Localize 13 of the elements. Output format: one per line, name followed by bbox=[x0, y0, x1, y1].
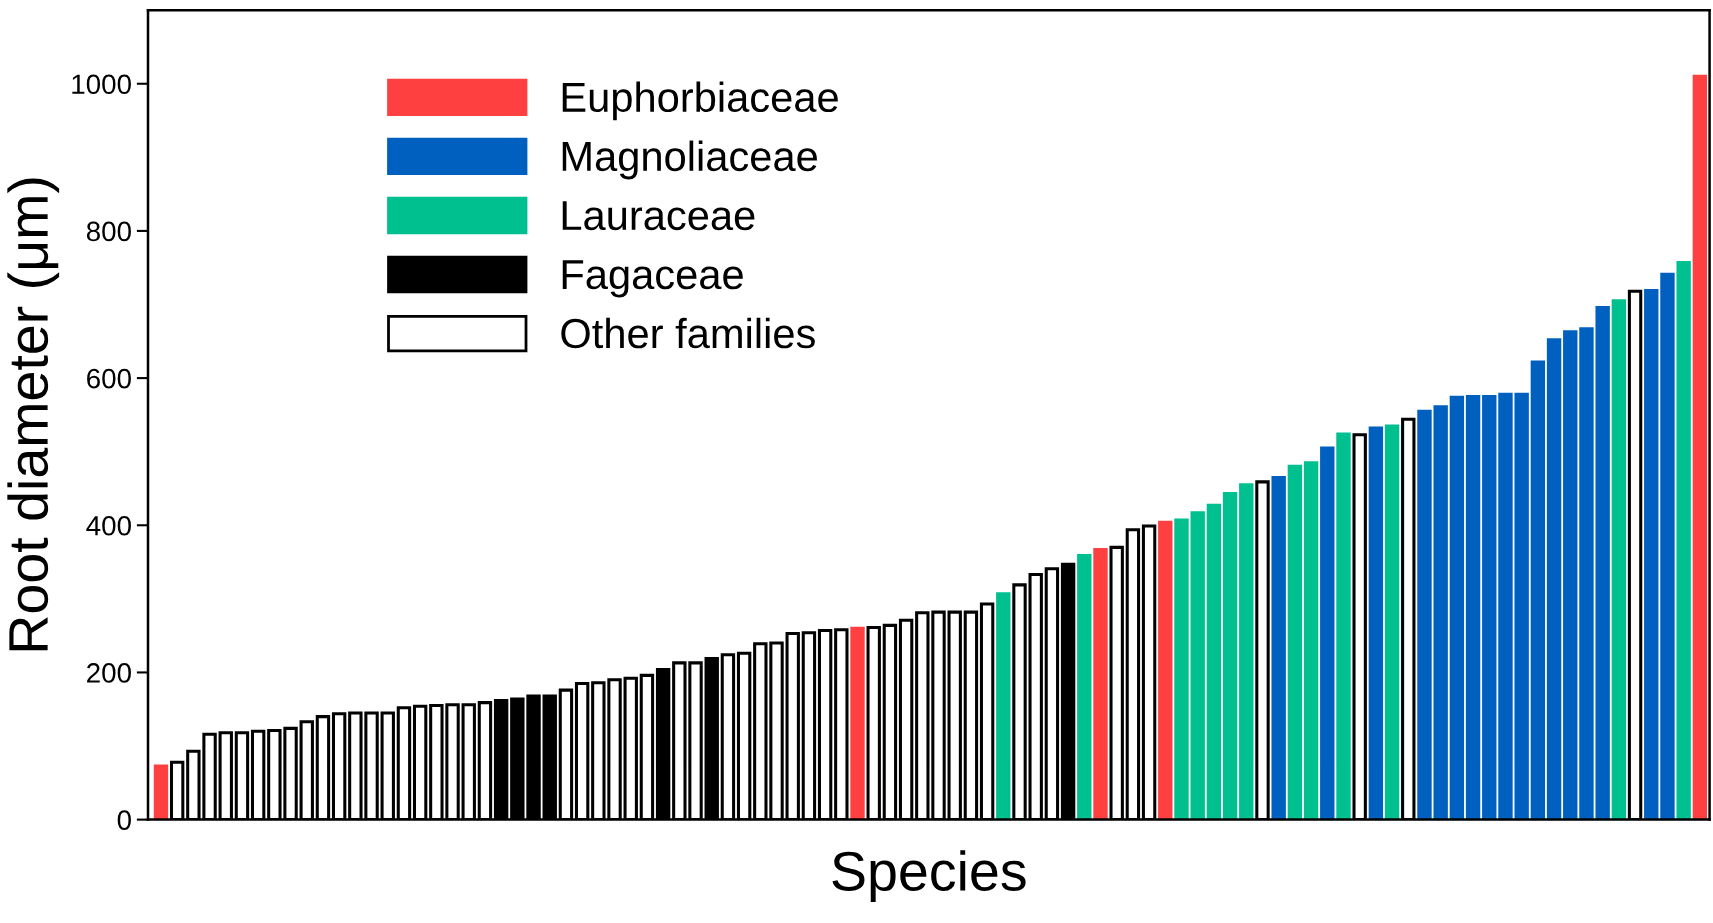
legend-label: Fagaceae bbox=[562, 260, 743, 298]
y-tick-label: 400 bbox=[86, 515, 131, 536]
y-tick-label: 1000 bbox=[72, 74, 131, 95]
y-tick-label: 600 bbox=[87, 368, 131, 389]
legend-label: Euphorbiaceae bbox=[562, 81, 838, 121]
y-axis-title: Root diameter (μm) bbox=[7, 178, 60, 651]
legend-label: Magnoliaceae bbox=[562, 140, 817, 180]
y-tick-label: 800 bbox=[86, 221, 131, 242]
legend-label: Other families bbox=[561, 317, 815, 349]
legend-label: Lauraceae bbox=[562, 201, 755, 231]
y-tick-label: 0 bbox=[117, 810, 131, 830]
y-tick-label: 200 bbox=[87, 663, 131, 683]
x-axis-title: Species bbox=[832, 850, 1026, 902]
